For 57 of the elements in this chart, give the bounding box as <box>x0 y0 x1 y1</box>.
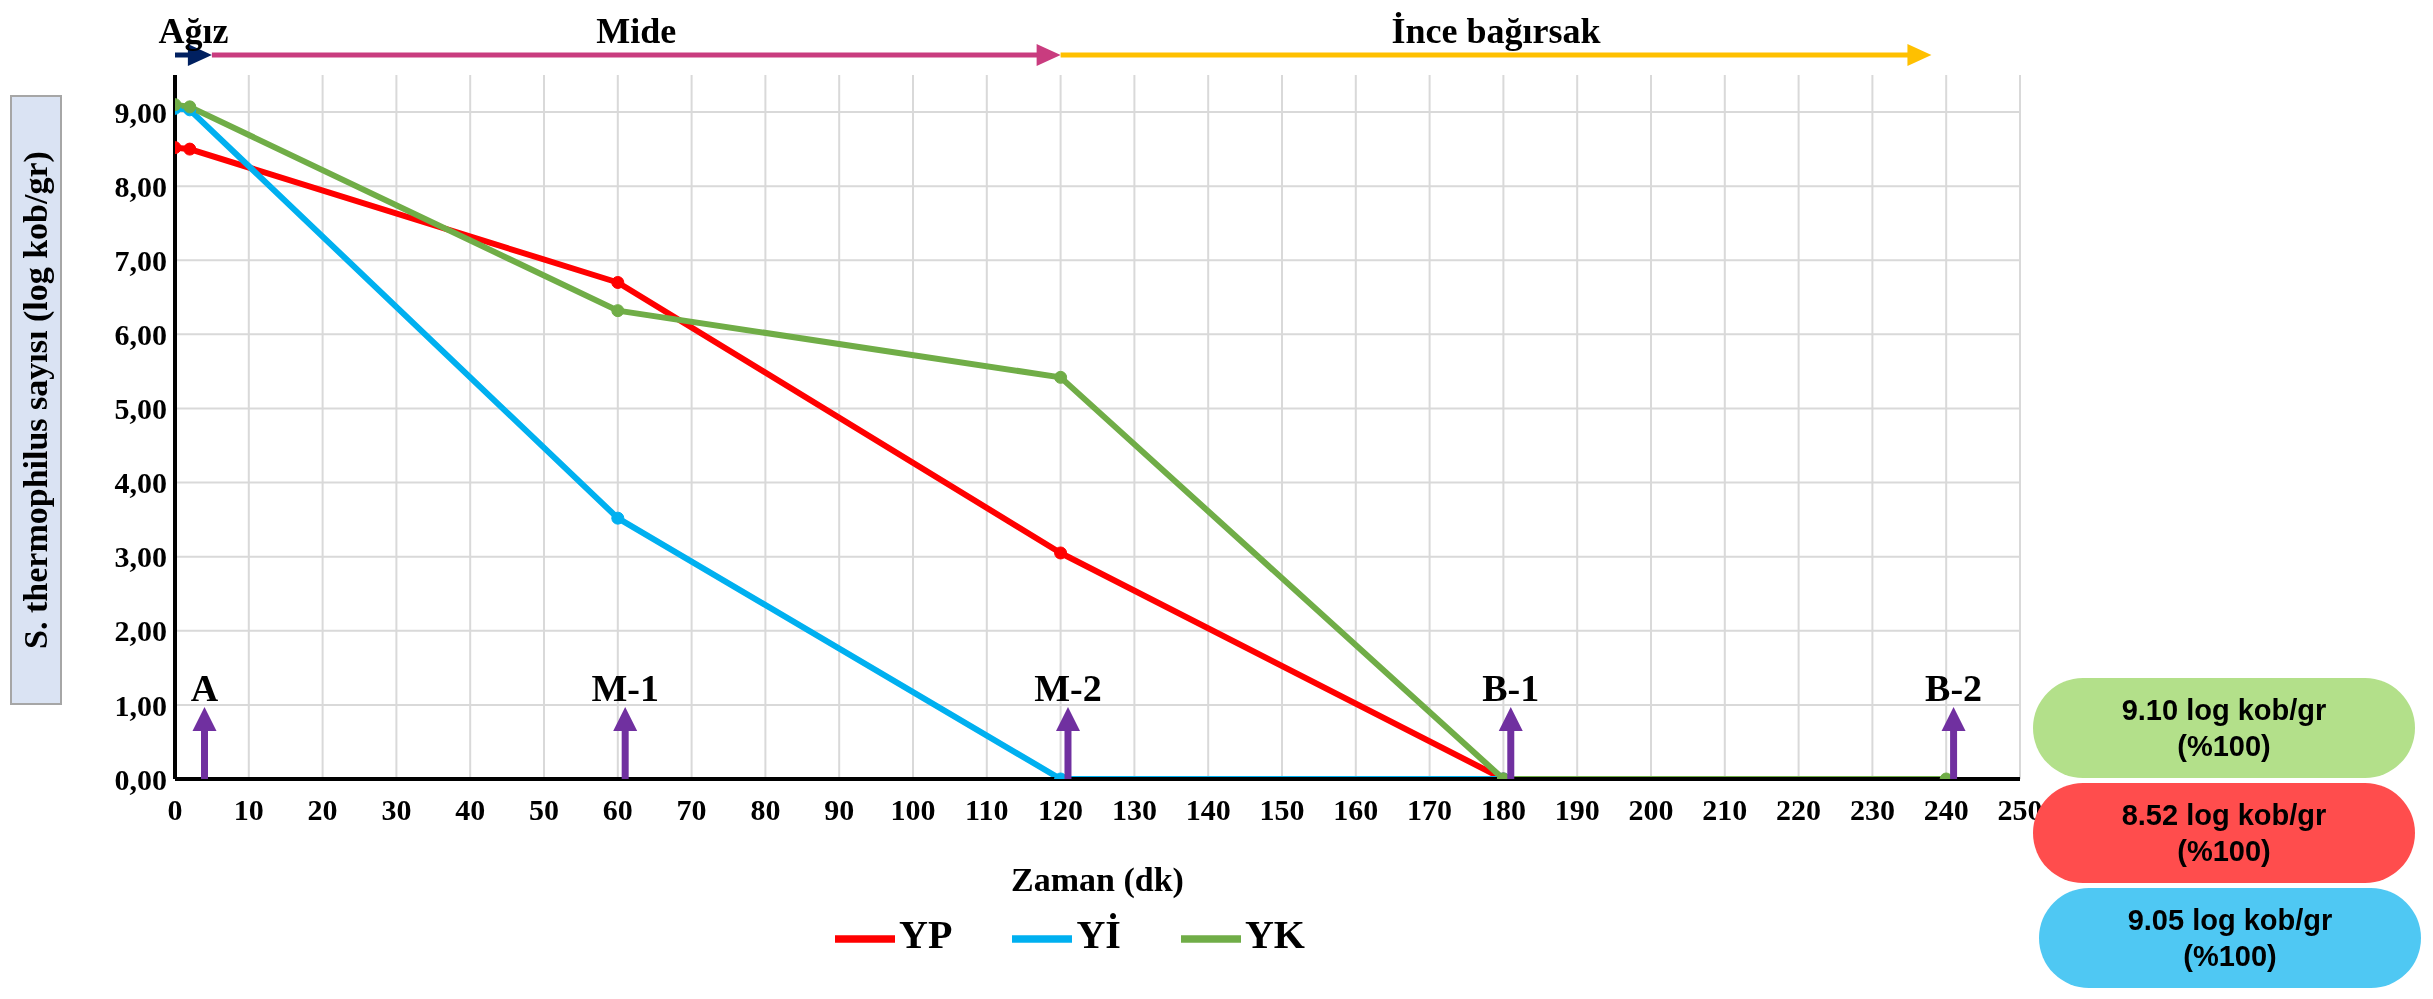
annotation: A <box>190 666 219 709</box>
y-tick-label: 3,00 <box>114 540 167 574</box>
y-tick-label: 2,00 <box>114 614 167 648</box>
point <box>1054 370 1068 384</box>
y-tick-label: 6,00 <box>114 318 167 352</box>
y-tick-label: 8,00 <box>114 169 167 203</box>
x-tick-label: 30 <box>381 793 412 827</box>
x-tick-label: 200 <box>1628 793 1674 827</box>
text: 8.52 log kob/gr (%100) <box>2121 799 2327 867</box>
point <box>611 276 625 289</box>
point <box>183 142 197 156</box>
point <box>611 511 625 525</box>
x-tick-label: 180 <box>1480 793 1526 827</box>
y-axis-title: S. thermophilus sayısı (log kob/gr) <box>17 151 55 649</box>
x-tick-label: 230 <box>1849 793 1895 827</box>
x-tick-label: 120 <box>1038 793 1084 827</box>
text: 9.10 log kob/gr (%100) <box>2033 678 2415 778</box>
x-tick-label: 140 <box>1185 793 1231 827</box>
y-tick-label: 7,00 <box>114 243 167 277</box>
x-tick-label: 110 <box>965 793 1009 827</box>
y-tick-label: 5,00 <box>114 392 167 426</box>
x-tick-label: 210 <box>1702 793 1748 827</box>
y-tick-label: 4,00 <box>114 466 167 500</box>
annotation: B-1 <box>1482 666 1540 709</box>
point <box>1054 546 1068 560</box>
x-tick-label: 90 <box>824 793 855 827</box>
x-tick-label: 60 <box>602 793 633 827</box>
y-tick-label: 9,00 <box>114 95 167 129</box>
legend-label: Yİ <box>1076 912 1121 958</box>
legend-label: YK <box>1244 912 1305 958</box>
legend-label: YP <box>899 912 953 958</box>
x-tick-label: 100 <box>890 793 936 827</box>
x-tick-label: 170 <box>1407 793 1453 827</box>
text: Ağız <box>158 11 229 51</box>
x-tick-label: 130 <box>1111 793 1157 827</box>
annotation: M-1 <box>591 666 659 709</box>
x-tick-label: 220 <box>1776 793 1822 827</box>
x-tick-label: 240 <box>1923 793 1969 827</box>
point <box>611 304 625 318</box>
x-tick-label: 20 <box>307 793 338 827</box>
x-tick-label: 160 <box>1333 793 1379 827</box>
x-tick-label: 50 <box>529 793 559 827</box>
text: İnce bağırsak <box>1391 11 1601 51</box>
x-tick-label: 150 <box>1259 793 1305 827</box>
x-tick-label: 40 <box>455 793 486 827</box>
text: 9.05 log kob/gr (%100) <box>2039 888 2421 988</box>
x-tick-label: 70 <box>676 793 707 827</box>
y-tick-label: 1,00 <box>114 688 167 722</box>
x-tick-label: 190 <box>1554 793 1600 827</box>
x-axis-title: Zaman (dk) <box>1011 861 1184 899</box>
x-tick-label: 10 <box>233 793 264 827</box>
text: Mide <box>596 11 677 51</box>
annotation: M-2 <box>1034 666 1102 709</box>
annotation: B-2 <box>1925 666 1983 709</box>
x-tick-label: 0 <box>167 793 183 827</box>
x-tick-label: 80 <box>750 793 781 827</box>
y-tick-label: 0,00 <box>114 762 167 796</box>
